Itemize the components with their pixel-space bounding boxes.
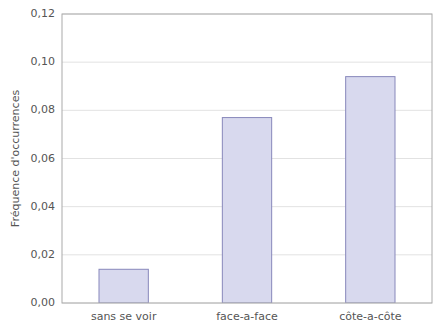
y-tick-label: 0,08 bbox=[31, 103, 56, 116]
y-tick-label: 0,12 bbox=[31, 7, 56, 20]
bars bbox=[99, 77, 395, 303]
plot-frame bbox=[62, 14, 432, 303]
bar bbox=[346, 77, 395, 303]
x-tick-label: face-a-face bbox=[216, 310, 278, 323]
grid-line bbox=[62, 62, 432, 63]
y-tick-label: 0,04 bbox=[31, 200, 56, 213]
x-tick-label: sans se voir bbox=[91, 310, 157, 323]
y-axis: 0,00 0,02 0,04 0,06 0,08 0,10 0,12 bbox=[31, 7, 56, 309]
y-tick-label: 0,00 bbox=[31, 296, 56, 309]
chart: 0,00 0,02 0,04 0,06 0,08 0,10 0,12 sans se voir… bbox=[0, 0, 446, 335]
bar bbox=[222, 118, 271, 303]
chart-container: 0,00 0,02 0,04 0,06 0,08 0,10 0,12 sans se voir… bbox=[0, 0, 446, 335]
grid bbox=[62, 14, 432, 303]
y-tick-label: 0,10 bbox=[31, 55, 56, 68]
x-axis: sans se voir face-a-face côte-a-côte bbox=[91, 310, 402, 323]
y-tick-label: 0,06 bbox=[31, 152, 56, 165]
y-tick-label: 0,02 bbox=[31, 248, 56, 261]
bar bbox=[99, 269, 148, 303]
y-axis-label: Fréquence d'occurrences bbox=[9, 90, 22, 228]
x-tick-label: côte-a-côte bbox=[339, 310, 402, 323]
